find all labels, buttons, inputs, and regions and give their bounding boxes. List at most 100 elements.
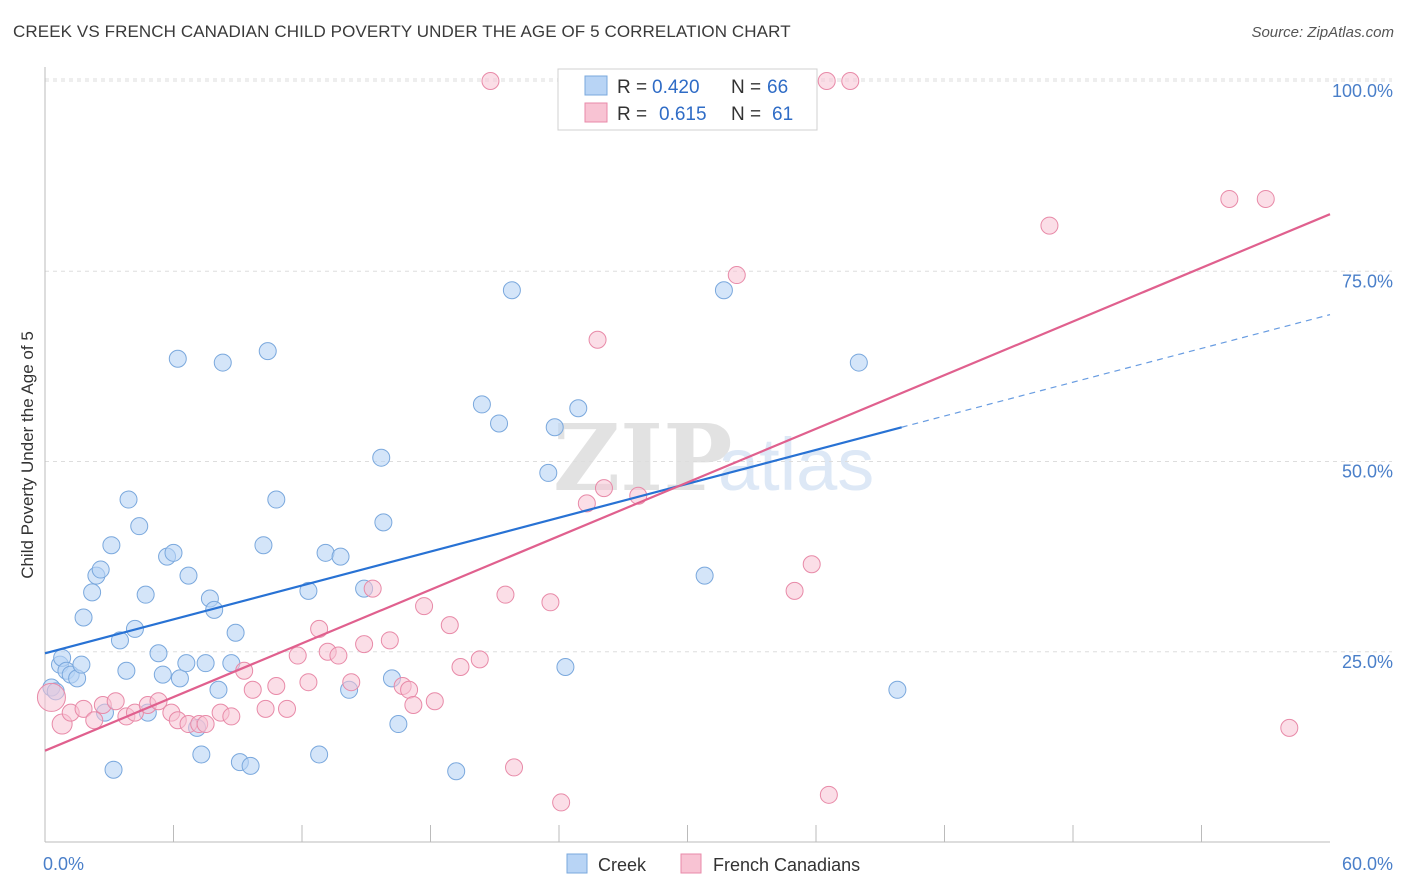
y-tick-label: 75.0% bbox=[1342, 271, 1393, 291]
french-canadians-point bbox=[256, 699, 275, 718]
creek-point bbox=[545, 418, 564, 437]
french-canadians-point bbox=[541, 593, 560, 612]
legend-label-creek: Creek bbox=[598, 855, 647, 875]
legend-label-french: French Canadians bbox=[713, 855, 860, 875]
french-canadians-point bbox=[1256, 189, 1275, 208]
creek-point bbox=[209, 680, 228, 699]
creek-point bbox=[267, 490, 286, 509]
french-canadians-point bbox=[470, 650, 489, 669]
french-canadians-point bbox=[243, 680, 262, 699]
y-tick-label: 100.0% bbox=[1332, 81, 1393, 101]
french-canadians-point bbox=[267, 676, 286, 695]
creek-point bbox=[119, 490, 138, 509]
french-canadians-point bbox=[817, 72, 836, 90]
french-canadians-point bbox=[196, 715, 215, 734]
creek-point bbox=[254, 536, 273, 555]
chart-title: CREEK VS FRENCH CANADIAN CHILD POVERTY U… bbox=[13, 22, 791, 41]
french-canadians-point bbox=[355, 635, 374, 654]
stats-legend-swatch-creek bbox=[584, 75, 608, 96]
creek-point bbox=[310, 745, 329, 764]
stats-legend-swatch-french bbox=[584, 102, 608, 123]
creek-point bbox=[110, 631, 129, 650]
creek-point bbox=[91, 560, 110, 579]
french-canadians-point bbox=[552, 793, 571, 812]
creek-point bbox=[117, 661, 136, 680]
french-canadians-point bbox=[505, 758, 524, 777]
y-tick-label: 50.0% bbox=[1342, 462, 1393, 482]
creek-point bbox=[695, 566, 714, 585]
creek-point bbox=[490, 414, 509, 433]
french-canadians-point bbox=[299, 673, 318, 692]
creek-point bbox=[196, 654, 215, 673]
legend-swatch-creek bbox=[566, 853, 588, 874]
stats-n-label-french: N = bbox=[731, 104, 761, 125]
french-canadians-point bbox=[363, 579, 382, 598]
regression-lines bbox=[44, 213, 1331, 752]
stats-r-label-french: R = bbox=[617, 104, 647, 125]
creek-point bbox=[170, 669, 189, 688]
creek-point bbox=[389, 715, 408, 734]
source-label: Source: ZipAtlas.com bbox=[1251, 24, 1394, 41]
french-canadians-point bbox=[451, 657, 470, 676]
french-canadians-point bbox=[594, 479, 613, 498]
stats-r-value-french: 0.615 bbox=[659, 104, 707, 125]
french-canadians-point bbox=[425, 692, 444, 711]
gridlines bbox=[45, 78, 1392, 653]
french-canadians-point bbox=[440, 616, 459, 635]
creek-point bbox=[153, 665, 172, 684]
legend-swatch-french bbox=[680, 853, 702, 874]
creek-point bbox=[374, 513, 393, 532]
creek-point bbox=[539, 463, 558, 482]
creek-point bbox=[83, 583, 102, 602]
creek-point bbox=[149, 644, 168, 663]
stats-r-value-creek: 0.420 bbox=[652, 77, 700, 98]
creek-point bbox=[179, 566, 198, 585]
french-canadians-point bbox=[380, 631, 399, 650]
creek-point bbox=[316, 543, 335, 562]
french-canadians-point bbox=[841, 72, 860, 90]
stats-legend: R = 0.420 N = 66 R = 0.615 N = 61 bbox=[557, 68, 818, 131]
french-canadians-point bbox=[496, 585, 515, 604]
french-canadians-point bbox=[415, 597, 434, 616]
creek-point bbox=[299, 581, 318, 600]
creek-point bbox=[136, 585, 155, 604]
stats-r-label-creek: R = bbox=[617, 77, 647, 98]
creek-point bbox=[502, 281, 521, 300]
axes bbox=[44, 67, 1330, 843]
french-canadians-point bbox=[329, 646, 348, 665]
creek-point bbox=[72, 655, 91, 674]
french-canadians-point bbox=[802, 555, 821, 574]
creek-point bbox=[213, 353, 232, 372]
x-tick-label: 60.0% bbox=[1342, 854, 1393, 874]
french-canadians-regression-line bbox=[44, 213, 1331, 752]
creek-point bbox=[331, 547, 350, 566]
creek-point bbox=[714, 281, 733, 300]
creek-points bbox=[42, 281, 907, 781]
stats-n-label-creek: N = bbox=[731, 77, 761, 98]
creek-regression-line bbox=[44, 426, 902, 655]
french-canadians-point bbox=[819, 785, 838, 804]
french-canadians-point bbox=[404, 696, 423, 715]
french-canadians-point bbox=[310, 619, 329, 638]
french-canadians-point bbox=[785, 581, 804, 600]
creek-point bbox=[372, 448, 391, 467]
creek-point bbox=[849, 353, 868, 372]
creek-point bbox=[258, 342, 277, 361]
french-canadians-point bbox=[481, 72, 500, 90]
creek-point bbox=[226, 623, 245, 642]
x-tick-labels: 0.0% 60.0% bbox=[43, 854, 1393, 874]
french-canadians-point bbox=[588, 330, 607, 349]
creek-point bbox=[164, 543, 183, 562]
creek-point bbox=[104, 760, 123, 779]
creek-point bbox=[472, 395, 491, 414]
creek-point bbox=[569, 399, 588, 418]
creek-point bbox=[102, 536, 121, 555]
creek-point bbox=[168, 349, 187, 368]
creek-point bbox=[192, 745, 211, 764]
y-tick-label: 25.0% bbox=[1342, 652, 1393, 672]
french-canadians-point bbox=[1280, 718, 1299, 737]
creek-point bbox=[130, 517, 149, 536]
french-canadians-point bbox=[85, 711, 104, 730]
french-canadians-point bbox=[727, 266, 746, 285]
